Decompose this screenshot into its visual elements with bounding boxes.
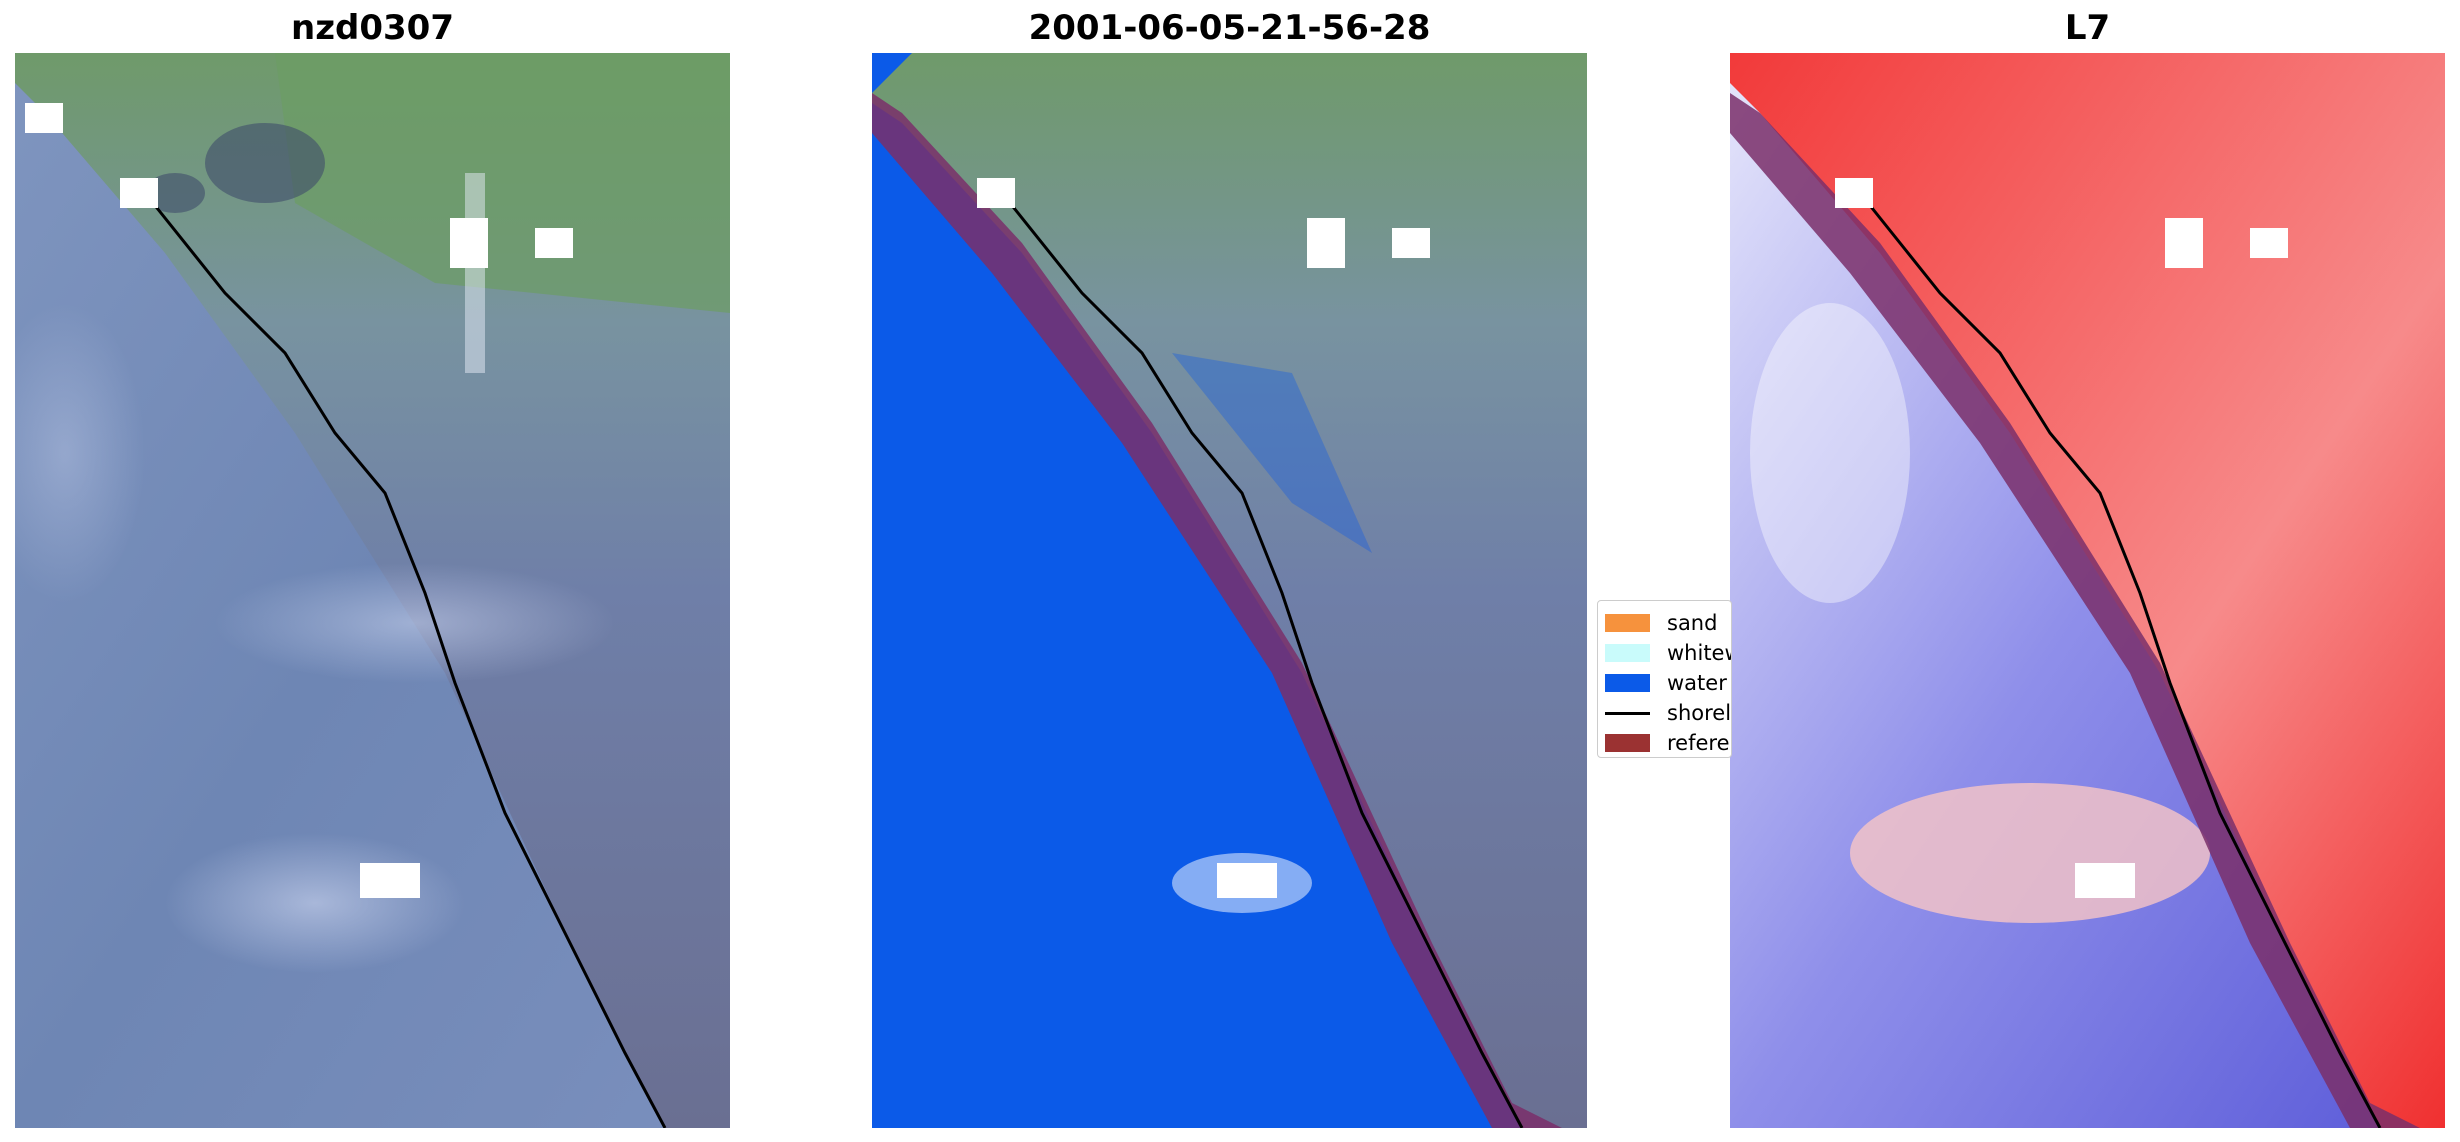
index-image <box>1730 53 2445 1128</box>
cloud-index-area <box>1850 783 2210 923</box>
shoreline <box>1858 192 2382 1128</box>
land-index-area <box>1730 53 2445 1128</box>
dark-field <box>145 173 205 213</box>
sand-swatch <box>1605 614 1650 632</box>
cloud-haze <box>215 563 615 683</box>
cloud-mask <box>977 178 1015 208</box>
legend-label: water <box>1667 671 1727 695</box>
panel-title-index: L7 <box>2064 8 2111 48</box>
cloud-mask <box>2075 863 2135 898</box>
cloud-mask <box>2165 218 2203 268</box>
legend-item-water: water <box>1605 668 1727 698</box>
rgb-image-panel <box>15 53 730 1128</box>
land-area <box>15 53 730 1128</box>
dark-field <box>205 123 325 203</box>
water-swatch <box>1605 674 1650 692</box>
cloud-mask <box>1307 218 1345 268</box>
buffer-swatch <box>1605 734 1650 752</box>
cloud-mask <box>1217 863 1277 898</box>
legend-label: sand <box>1667 611 1718 635</box>
shoreline <box>1000 192 1524 1128</box>
legend-label: shoreline <box>1667 701 1732 725</box>
legend-item-sand: sand <box>1605 608 1717 638</box>
cloud-mask <box>535 228 573 258</box>
farmland <box>275 53 730 313</box>
cloud-mask <box>1392 228 1430 258</box>
legend-item-shoreline: shoreline <box>1605 698 1732 728</box>
contrail <box>465 173 485 373</box>
cloud-mask <box>360 863 420 898</box>
cloud-mask <box>25 103 63 133</box>
cloud-haze <box>165 833 465 973</box>
cloud-index-area <box>1750 303 1910 603</box>
classified-image-panel <box>872 53 1587 1128</box>
whitewater-swatch <box>1605 644 1650 662</box>
cloud-mask <box>450 218 488 268</box>
legend-item-reference-buffer: reference shoreline buffer <box>1605 728 1731 757</box>
cloud-mask <box>1835 178 1873 208</box>
shoreline <box>143 192 667 1128</box>
cloud-mask <box>2250 228 2288 258</box>
water-class <box>872 53 912 93</box>
panel-title-image: nzd0307 <box>291 8 454 48</box>
cloud-mask <box>120 178 158 208</box>
water-class <box>872 103 1522 1128</box>
water-speckle <box>1172 353 1372 553</box>
cloud-haze <box>15 303 145 603</box>
index-image-panel <box>1730 53 2445 1128</box>
classified-image <box>872 53 1587 1128</box>
rgb-image <box>15 53 730 1128</box>
shoreline-line-swatch <box>1605 711 1650 715</box>
panel-title-classified: 2001-06-05-21-56-28 <box>1028 8 1431 48</box>
legend-label: reference shoreline buffer <box>1667 731 1731 755</box>
